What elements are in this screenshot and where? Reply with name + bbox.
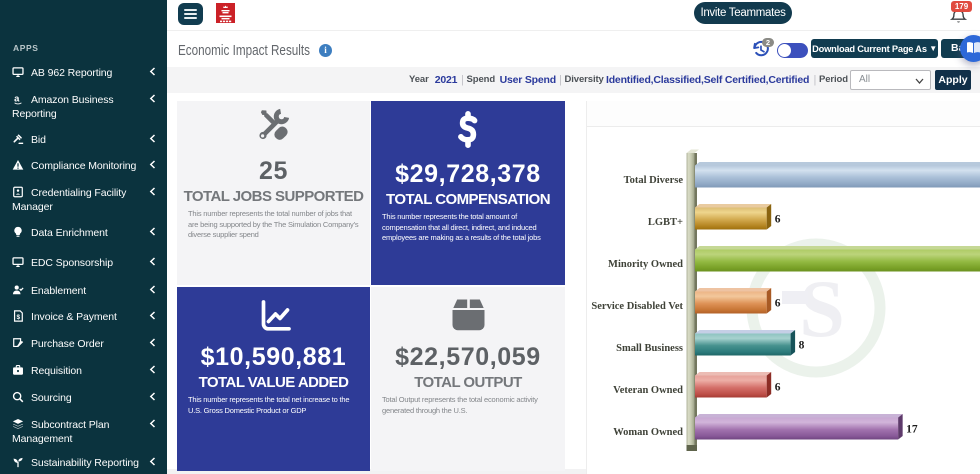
svg-text:LGBT+: LGBT+ [648,217,683,228]
svg-text:Small Business: Small Business [616,343,683,354]
svg-text:6: 6 [775,214,781,226]
svg-text:a: a [14,93,20,104]
svg-text:Minority Owned: Minority Owned [608,259,683,270]
svg-text:6: 6 [775,298,781,310]
svg-text:8: 8 [799,340,805,352]
svg-text:6: 6 [775,382,781,394]
svg-text:Total Diverse: Total Diverse [624,175,684,186]
svg-text:$: $ [16,314,20,321]
svg-text:17: 17 [906,424,918,436]
svg-text:Woman Owned: Woman Owned [613,427,683,438]
svg-text:Veteran Owned: Veteran Owned [613,385,683,396]
svg-text:Service Disabled Vet: Service Disabled Vet [591,301,683,312]
svg-text:S: S [799,263,845,354]
